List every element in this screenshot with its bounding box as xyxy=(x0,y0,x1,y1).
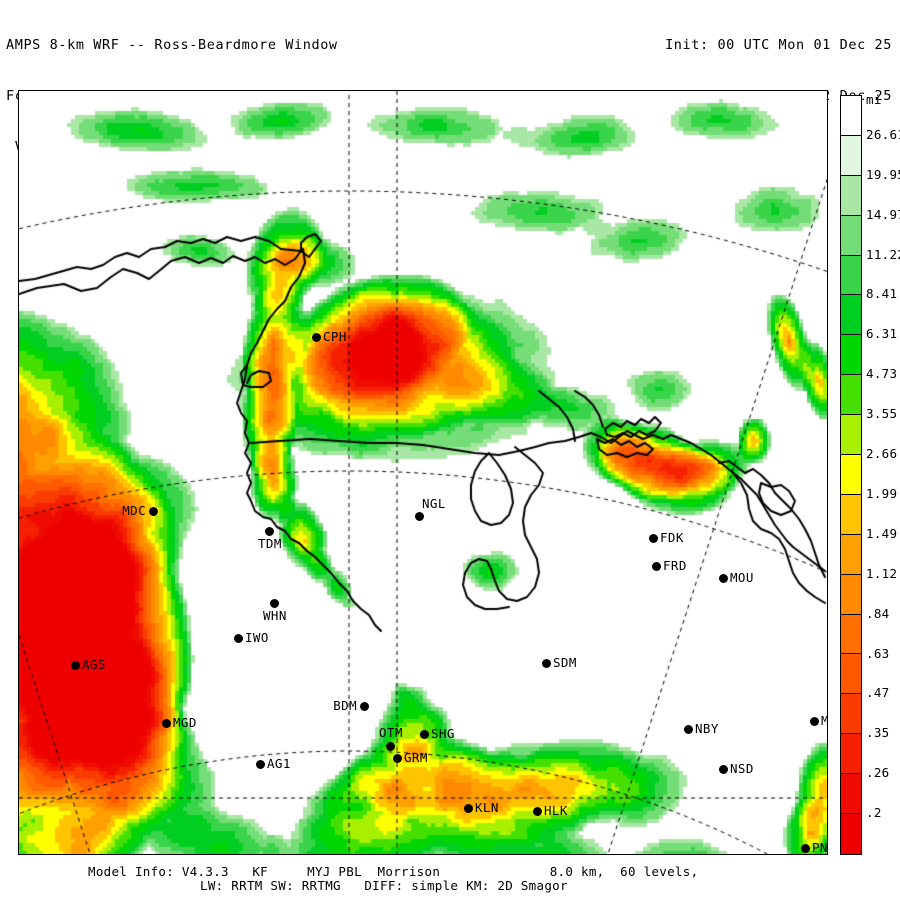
station-label: AG5 xyxy=(82,657,106,672)
colorbar-swatch xyxy=(841,415,861,456)
station-label: GRM xyxy=(404,750,428,765)
colorbar-tick: 14.97 xyxy=(866,206,900,222)
colorbar-tick: 2.66 xyxy=(866,446,898,462)
station-label: PNE xyxy=(812,840,828,855)
station-label: CPH xyxy=(323,329,347,344)
station-label: FDK xyxy=(660,530,684,545)
page-title: AMPS 8-km WRF -- Ross-Beardmore Window xyxy=(6,37,338,53)
station-label: FRD xyxy=(663,558,687,573)
station-dot-icon xyxy=(718,764,728,774)
colorbar-tick: 1.99 xyxy=(866,485,898,501)
colorbar-swatch xyxy=(841,654,861,695)
colorbar-tick: .47 xyxy=(866,685,890,701)
colorbar-tick: 8.41 xyxy=(866,286,898,302)
colorbar-swatch xyxy=(841,694,861,735)
station-dot-icon xyxy=(683,724,693,734)
station-dot-icon xyxy=(359,701,369,711)
station-label: NSD xyxy=(730,761,754,776)
station-label: SHG xyxy=(431,726,455,741)
station-label: MDC xyxy=(122,503,146,518)
station-dot-icon xyxy=(419,729,429,739)
colorbar-swatch xyxy=(841,255,861,296)
colorbar-swatch xyxy=(841,534,861,575)
colorbar-swatch xyxy=(841,814,861,854)
station-dot-icon xyxy=(148,506,158,516)
colorbar-swatch xyxy=(841,96,861,136)
station-dot-icon xyxy=(385,741,395,751)
station-dot-icon xyxy=(155,855,164,856)
model-info-footer: Model Info: V4.3.3 KF MYJ PBL Morrison 8… xyxy=(0,864,900,909)
colorbar-tick: 1.49 xyxy=(866,525,898,541)
colorbar-tick: 26.61 xyxy=(866,126,900,142)
station-label: KLN xyxy=(475,800,499,815)
colorbar-swatch xyxy=(841,335,861,376)
colorbar-swatch xyxy=(841,494,861,535)
station-label: AG4 xyxy=(166,852,190,854)
station-dot-icon xyxy=(809,716,819,726)
station-dot-icon xyxy=(311,332,321,342)
station-label: WHN xyxy=(263,608,287,623)
colorbar-swatch xyxy=(841,175,861,216)
colorbar-unit-label: mi xyxy=(866,92,882,107)
station-dot-icon xyxy=(414,511,424,521)
station-label: MTK xyxy=(821,714,827,728)
station-dot-icon xyxy=(651,561,661,571)
station-dot-icon xyxy=(718,573,728,583)
colorbar-tick: .35 xyxy=(866,725,890,741)
colorbar-tick: .2 xyxy=(866,805,882,821)
station-label: NBY xyxy=(695,721,719,736)
station-label: IWO xyxy=(245,630,269,645)
colorbar-tick: 1.12 xyxy=(866,565,898,581)
colorbar-tick: 4.73 xyxy=(866,366,898,382)
station-dot-icon xyxy=(463,803,473,813)
colorbar-swatch xyxy=(841,734,861,775)
station-label: SDM xyxy=(553,655,577,670)
map-panel[interactable]: CPH MDC TDM NGL FDK FRD MOU WHN IWO AG5 SDM MGD BDM S… xyxy=(18,90,828,855)
init-time: Init: 00 UTC Mon 01 Dec 25 xyxy=(665,37,892,53)
colorbar-swatch xyxy=(841,574,861,615)
model-info-line-1: Model Info: V4.3.3 KF MYJ PBL Morrison 8… xyxy=(88,864,699,879)
colorbar-tick: 11.22 xyxy=(866,246,900,262)
colorbar-swatch xyxy=(841,375,861,416)
station-dot-icon xyxy=(648,533,658,543)
station-label: MOU xyxy=(730,570,754,585)
station-dot-icon xyxy=(233,633,243,643)
colorbar-tick-labels: 26.61 19.95 14.97 11.22 8.41 6.31 4.73 3.55 2.66… xyxy=(866,95,900,855)
station-label: TDM xyxy=(258,536,282,551)
colorbar-tick: 3.55 xyxy=(866,406,898,422)
station-label: MGD xyxy=(173,715,197,730)
station-label: BDM xyxy=(333,698,357,713)
station-dot-icon xyxy=(70,660,80,670)
visibility-colorbar[interactable] xyxy=(840,95,862,855)
station-label: OTM xyxy=(379,725,403,740)
station-dot-icon xyxy=(800,843,810,853)
station-dot-icon xyxy=(264,526,274,536)
colorbar-swatch xyxy=(841,295,861,336)
station-label: AG1 xyxy=(267,756,291,771)
colorbar-tick: 6.31 xyxy=(866,326,898,342)
station-dot-icon xyxy=(255,759,265,769)
station-dot-icon xyxy=(392,753,402,763)
colorbar-tick: .84 xyxy=(866,605,890,621)
station-dot-icon xyxy=(161,718,171,728)
colorbar-tick: .26 xyxy=(866,765,890,781)
station-dot-icon xyxy=(269,598,279,608)
model-info-line-2: LW: RRTM SW: RRTMG DIFF: simple KM: 2D S… xyxy=(200,878,568,893)
station-dot-icon xyxy=(532,806,542,816)
visibility-field-raster xyxy=(19,91,827,854)
colorbar-tick: .63 xyxy=(866,645,890,661)
colorbar-swatch xyxy=(841,215,861,256)
colorbar-swatch xyxy=(841,614,861,655)
station-label: NGL xyxy=(422,496,446,511)
colorbar-swatch xyxy=(841,774,861,815)
station-dot-icon xyxy=(541,658,551,668)
colorbar-swatch xyxy=(841,135,861,176)
colorbar-tick: 19.95 xyxy=(866,166,900,182)
station-label: HLK xyxy=(544,803,568,818)
colorbar-swatch xyxy=(841,455,861,495)
